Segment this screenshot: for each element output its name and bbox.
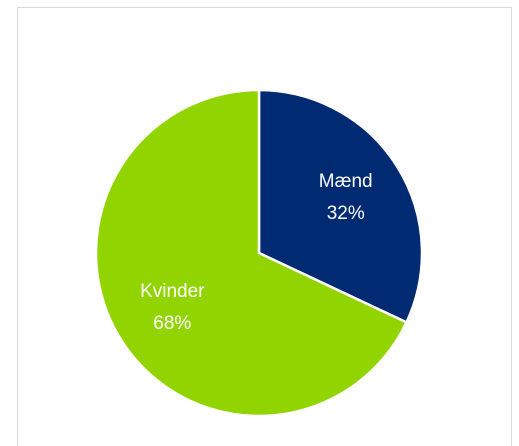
slice-value-label: 68% [153,313,191,334]
slice-value-label: 32% [327,203,365,224]
pie-slice [257,88,424,325]
slice-category-label: Kvinder [140,281,205,302]
pie-slice [94,88,409,418]
slice-category-label: Mænd [319,171,373,192]
